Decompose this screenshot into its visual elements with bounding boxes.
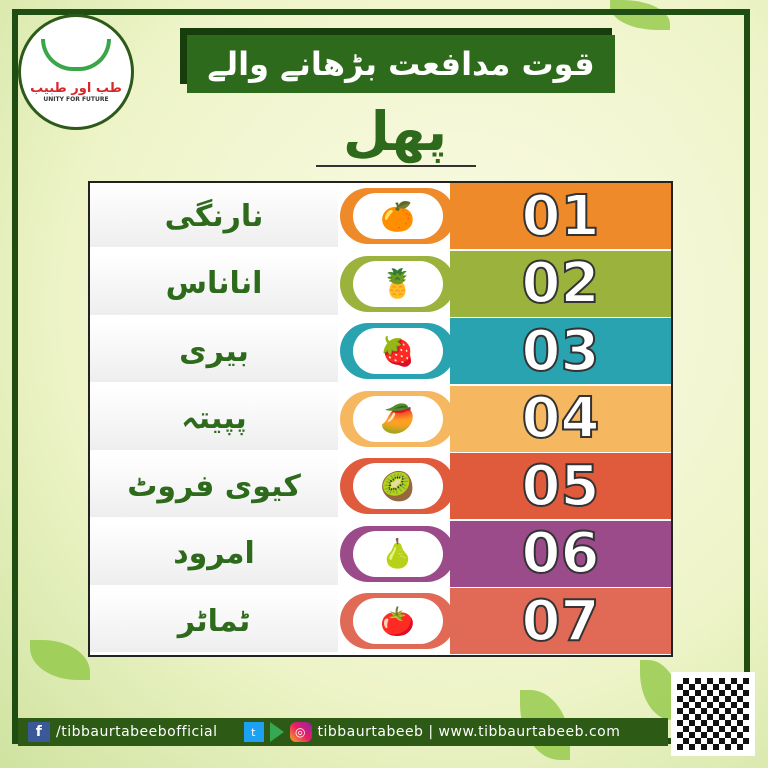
fruit-name: بیری [90, 320, 338, 382]
fruit-name: امرود [90, 522, 338, 585]
tomato-icon: 🍅 [352, 598, 443, 644]
facebook-handle[interactable]: /tibbaurtabeebofficial [56, 724, 218, 740]
row-number: 02 [450, 250, 671, 317]
twitter-icon[interactable]: t [243, 722, 264, 742]
footer-bar: f /tibbaurtabeebofficial t ◎ tibbaurtabe… [18, 718, 668, 746]
row-number: 01 [450, 183, 671, 250]
pineapple-icon: 🍍 [352, 260, 443, 307]
berries-icon: 🍓 [352, 328, 443, 374]
logo-tagline: UNITY FOR FUTURE [43, 96, 109, 103]
fruit-image-frame: 🍊 [340, 188, 455, 244]
row-number: 05 [450, 453, 671, 520]
fruit-name: اناناس [90, 252, 338, 315]
row-number: 03 [450, 318, 671, 385]
fruit-name: پپیتہ [90, 387, 338, 450]
fruit-table: 01 نارنگی 🍊 02 اناناس 🍍 03 بیری 🍓 04 پپیتہ … [88, 181, 673, 657]
row-number: 04 [450, 385, 671, 452]
fruit-name: کیوی فروٹ [90, 455, 338, 517]
table-row: 05 کیوی فروٹ 🥝 [90, 453, 671, 520]
logo: طب اور طبیب UNITY FOR FUTURE [18, 14, 134, 130]
facebook-icon[interactable]: f [28, 722, 50, 742]
logo-text: طب اور طبیب [30, 81, 122, 96]
instagram-and-website[interactable]: tibbaurtabeeb | www.tibbaurtabeeb.com [317, 724, 621, 740]
qr-code [671, 672, 755, 756]
divider [316, 165, 476, 167]
table-row: 07 ٹماٹر 🍅 [90, 588, 671, 655]
instagram-icon[interactable]: ◎ [289, 722, 312, 742]
table-row: 03 بیری 🍓 [90, 318, 671, 385]
row-number: 07 [450, 588, 671, 655]
fruit-image-frame: 🍍 [340, 255, 455, 312]
papaya-icon: 🥭 [352, 395, 443, 442]
fruit-image-frame: 🥭 [340, 390, 455, 447]
table-row: 02 اناناس 🍍 [90, 250, 671, 317]
orange-icon: 🍊 [352, 193, 443, 239]
page-title: پھل [342, 100, 448, 163]
guava-icon: 🍐 [352, 530, 443, 577]
fruit-image-frame: 🍐 [340, 525, 455, 582]
fruit-name: ٹماٹر [90, 590, 338, 652]
fruit-image-frame: 🥝 [340, 458, 455, 514]
mortar-icon [41, 39, 111, 71]
play-store-icon[interactable] [269, 722, 284, 742]
fruit-image-frame: 🍓 [340, 323, 455, 379]
kiwi-icon: 🥝 [352, 463, 443, 509]
fruit-image-frame: 🍅 [340, 593, 455, 649]
fruit-name: نارنگی [90, 185, 338, 247]
title-banner: قوت مدافعت بڑھانے والے [187, 35, 615, 93]
table-row: 01 نارنگی 🍊 [90, 183, 671, 250]
row-number: 06 [450, 520, 671, 587]
table-row: 06 امرود 🍐 [90, 520, 671, 587]
table-row: 04 پپیتہ 🥭 [90, 385, 671, 452]
